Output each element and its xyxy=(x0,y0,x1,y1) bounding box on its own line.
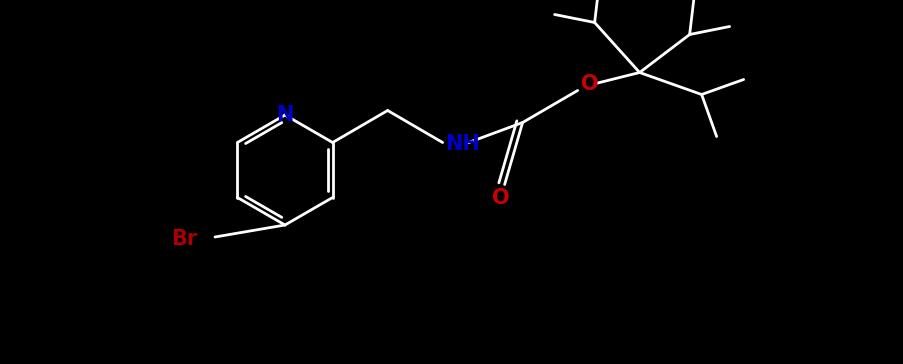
Text: NH: NH xyxy=(444,135,479,154)
Text: Br: Br xyxy=(171,229,197,249)
Text: O: O xyxy=(491,189,509,209)
Text: N: N xyxy=(276,105,293,125)
Text: O: O xyxy=(580,75,598,95)
